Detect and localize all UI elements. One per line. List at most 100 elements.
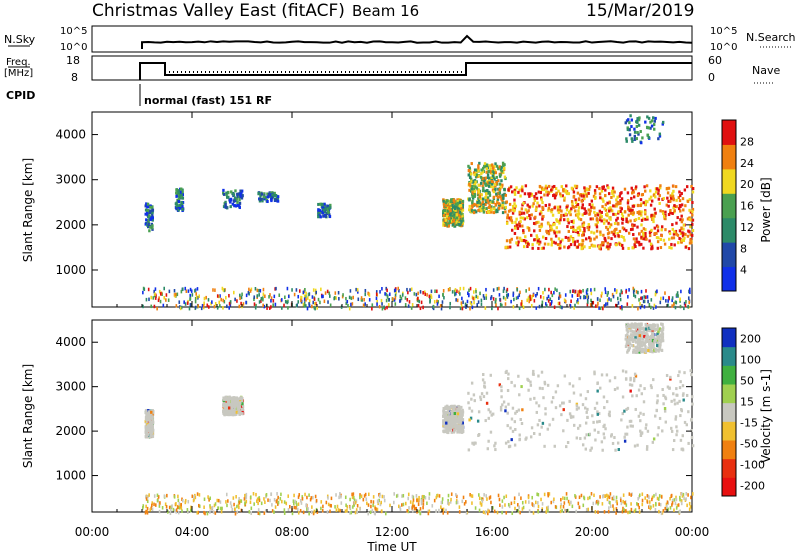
range-cell xyxy=(636,332,639,336)
range-cell xyxy=(608,297,610,301)
range-cell xyxy=(500,385,503,389)
range-cell xyxy=(423,290,426,294)
range-cell xyxy=(675,300,678,305)
range-cell xyxy=(506,287,509,292)
range-cell xyxy=(504,370,508,374)
range-cell xyxy=(632,379,636,383)
range-cell xyxy=(626,350,629,354)
range-cell xyxy=(502,171,505,175)
range-cell xyxy=(571,237,575,241)
range-cell xyxy=(219,294,221,298)
range-cell xyxy=(635,120,638,124)
range-cell xyxy=(615,204,618,208)
range-cell xyxy=(477,208,480,212)
range-cell xyxy=(520,302,522,306)
range-cell xyxy=(478,161,481,165)
range-cell xyxy=(582,221,586,225)
range-cell xyxy=(682,398,685,402)
range-cell xyxy=(487,206,491,210)
range-cell xyxy=(483,493,485,497)
range-cell xyxy=(669,375,672,379)
range-cell xyxy=(504,245,508,249)
range-cell xyxy=(601,186,605,190)
range-cell xyxy=(636,194,640,198)
range-cell xyxy=(660,228,663,232)
range-cell xyxy=(664,397,668,401)
cpid-value: normal (fast) 151 RF xyxy=(144,94,272,107)
range-cell xyxy=(640,229,644,233)
range-cell xyxy=(628,121,631,125)
range-cell xyxy=(485,163,489,167)
range-cell xyxy=(383,305,385,310)
range-cell xyxy=(554,287,556,291)
range-cell xyxy=(590,230,593,234)
range-cell xyxy=(233,203,236,207)
range-cell xyxy=(256,497,259,501)
range-cell xyxy=(508,245,512,249)
range-cell xyxy=(620,197,624,201)
range-cell xyxy=(450,216,454,220)
range-cell xyxy=(397,286,400,291)
range-cell xyxy=(482,166,485,170)
range-cell xyxy=(634,218,638,222)
range-cell xyxy=(145,412,149,416)
range-cell xyxy=(224,200,227,204)
range-cell xyxy=(657,342,661,346)
range-cell xyxy=(236,510,239,515)
range-cell xyxy=(625,432,629,436)
range-cell xyxy=(228,404,231,408)
range-cell xyxy=(572,190,576,194)
range-cell xyxy=(607,247,610,251)
range-cell xyxy=(615,303,617,308)
range-cell xyxy=(544,186,547,190)
range-cell xyxy=(187,289,190,293)
range-cell xyxy=(567,192,571,196)
range-cell xyxy=(550,243,553,247)
range-cell xyxy=(514,204,518,208)
range-cell xyxy=(625,325,628,329)
range-cell xyxy=(670,246,673,250)
range-cell xyxy=(553,184,556,188)
range-cell xyxy=(314,306,316,311)
range-cell xyxy=(621,509,624,514)
range-cell xyxy=(265,494,267,499)
range-cell xyxy=(647,346,650,350)
range-cell xyxy=(445,421,448,425)
range-cell xyxy=(477,188,480,192)
range-cell xyxy=(352,496,355,500)
colorbar-swatch xyxy=(722,193,736,219)
range-cell xyxy=(594,191,597,195)
range-cell xyxy=(181,509,183,513)
range-cell xyxy=(653,226,656,230)
range-cell xyxy=(685,393,689,397)
range-cell xyxy=(550,299,553,304)
range-cell xyxy=(603,304,605,308)
range-cell xyxy=(327,300,329,304)
range-cell xyxy=(636,335,639,339)
range-cell xyxy=(220,509,223,514)
range-cell xyxy=(502,400,506,404)
range-cell xyxy=(490,295,493,299)
range-cell xyxy=(484,176,487,180)
range-cell xyxy=(658,416,662,420)
range-cell xyxy=(451,422,455,426)
range-cell xyxy=(554,406,558,410)
range-cell xyxy=(313,297,316,301)
range-cell xyxy=(516,288,519,292)
range-cell xyxy=(531,294,533,299)
range-cell xyxy=(523,192,527,196)
range-cell xyxy=(172,507,175,512)
range-cell xyxy=(660,296,662,301)
range-cell xyxy=(526,203,529,207)
range-cell xyxy=(205,295,207,300)
range-cell xyxy=(149,217,153,221)
range-cell xyxy=(349,511,351,515)
range-cell xyxy=(446,427,449,431)
range-cell xyxy=(578,225,581,229)
range-cell xyxy=(577,233,580,237)
range-cell xyxy=(680,238,684,242)
range-cell xyxy=(593,189,597,193)
range-cell xyxy=(190,289,193,293)
range-cell xyxy=(424,292,427,296)
range-cell xyxy=(271,509,274,513)
